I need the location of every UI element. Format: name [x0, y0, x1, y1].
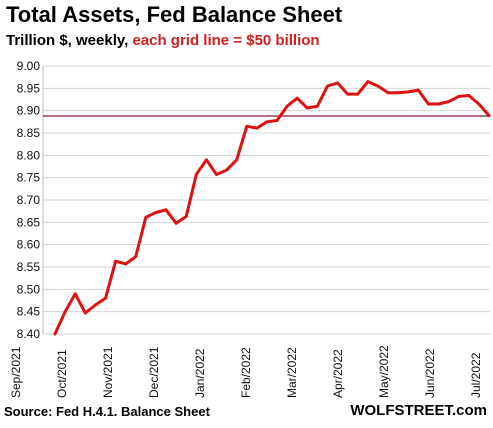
data-point [477, 102, 481, 106]
data-point [275, 119, 279, 122]
data-point [396, 91, 400, 95]
data-point [205, 158, 208, 162]
data-point [63, 310, 67, 314]
total-assets-line [53, 80, 491, 336]
data-point [366, 80, 370, 83]
y-tick-label: 8.80 [17, 148, 41, 162]
data-point [346, 92, 350, 96]
data-point [255, 126, 259, 130]
data-point [316, 104, 319, 108]
data-point [356, 92, 360, 96]
x-tick-label: Oct/2021 [55, 349, 69, 398]
data-point [295, 96, 299, 100]
y-tick-label: 8.70 [17, 193, 41, 207]
x-tick-label: Jun/2022 [423, 348, 437, 398]
data-point [164, 208, 168, 212]
x-axis-ticks: Sep/2021 Oct/2021 Nov/2021 Dec/2021 Jan/2022… [9, 345, 483, 398]
data-point [265, 120, 269, 124]
data-point [104, 296, 107, 300]
data-point [416, 88, 420, 92]
data-point [73, 292, 77, 296]
subtitle-grid-note: each grid line = $50 billion [132, 32, 320, 49]
chart-subtitle: Trillion $, weekly, each grid line = $50… [6, 32, 320, 49]
data-point [124, 262, 128, 266]
data-point [457, 95, 461, 98]
x-tick-label: Dec/2021 [147, 346, 161, 398]
data-point [336, 81, 339, 85]
y-tick-label: 8.45 [17, 305, 41, 319]
y-tick-label: 8.85 [17, 126, 41, 140]
x-tick-label: Sep/2021 [9, 346, 23, 398]
y-tick-label: 8.50 [17, 282, 41, 296]
y-tick-label: 8.65 [17, 215, 41, 229]
x-tick-label: Jul/2022 [469, 352, 483, 398]
y-tick-label: 8.75 [17, 171, 41, 185]
data-point [94, 303, 97, 307]
brand-watermark: WOLFSTREET.com [350, 402, 487, 419]
data-point [437, 102, 440, 106]
data-point [467, 94, 471, 97]
data-point [144, 216, 148, 219]
data-point [215, 173, 218, 176]
y-tick-label: 8.40 [17, 327, 41, 341]
data-point [174, 221, 178, 225]
x-tick-label: Mar/2022 [285, 347, 299, 398]
data-point [305, 106, 309, 110]
data-point [326, 84, 329, 88]
data-point [427, 102, 430, 106]
x-tick-label: Feb/2022 [239, 347, 253, 398]
data-point [225, 168, 229, 172]
x-tick-label: Nov/2021 [101, 346, 115, 398]
y-tick-label: 8.60 [17, 238, 41, 252]
data-point [285, 104, 289, 108]
data-points [53, 80, 491, 336]
y-tick-label: 9.00 [17, 59, 41, 73]
data-point [386, 91, 390, 95]
y-tick-label: 8.55 [17, 260, 41, 274]
data-point [114, 259, 117, 263]
data-point [487, 114, 491, 117]
y-tick-label: 8.95 [17, 81, 41, 95]
data-point [53, 332, 57, 336]
y-tick-label: 8.90 [17, 104, 41, 118]
grid-lines [42, 65, 490, 335]
chart-title: Total Assets, Fed Balance Sheet [6, 2, 343, 27]
data-point [154, 211, 158, 214]
x-tick-label: Jan/2022 [193, 348, 207, 398]
y-axis-ticks: 8.40 8.45 8.50 8.55 8.60 8.65 8.70 8.75 8.80 8.85… [17, 59, 41, 341]
data-point [245, 124, 249, 128]
data-point [184, 215, 188, 218]
data-point [447, 100, 450, 104]
data-point [194, 173, 198, 176]
source-note: Source: Fed H.4.1. Balance Sheet [4, 404, 210, 419]
data-point [406, 90, 410, 94]
subtitle-units: Trillion $, weekly, [6, 32, 133, 49]
x-tick-label: May/2022 [377, 345, 391, 398]
data-point [134, 255, 138, 259]
data-point [235, 158, 239, 162]
x-tick-label: Apr/2022 [331, 349, 345, 398]
data-point [376, 84, 380, 88]
data-point [83, 311, 87, 315]
